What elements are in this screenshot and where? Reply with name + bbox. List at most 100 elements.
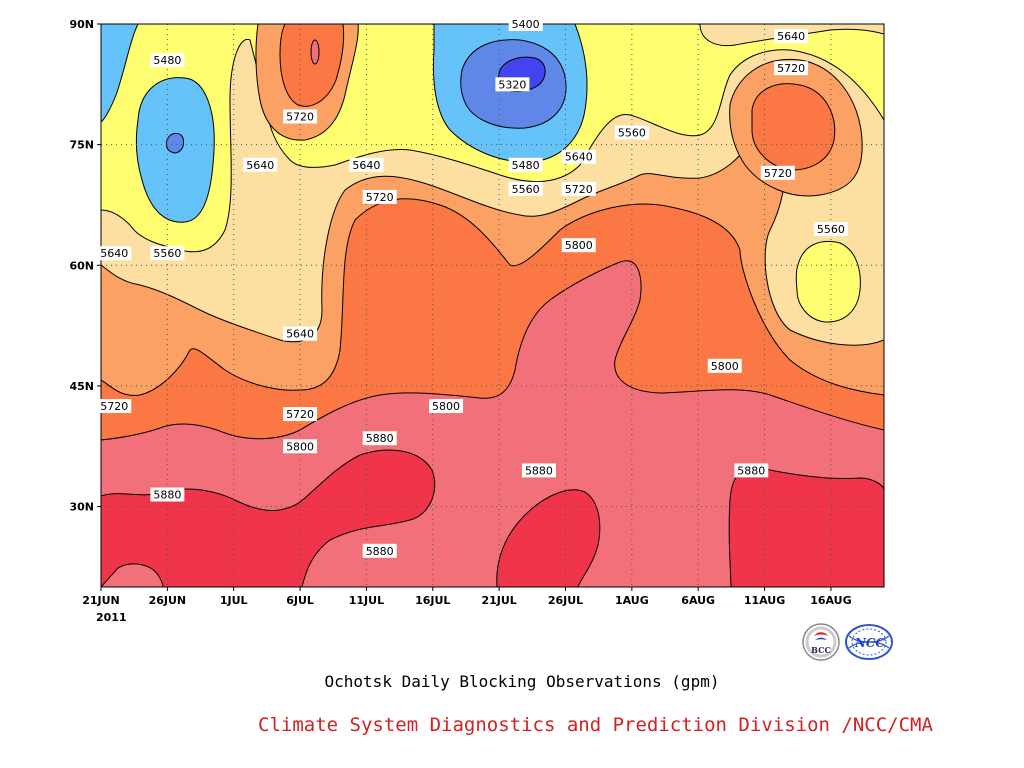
- contour-labels: 5400 5320 5480 5720 5640 5720 5560 5640 5640 5640…: [97, 17, 848, 558]
- x-tick-label: 1AUG: [615, 594, 649, 607]
- band-5480-5560-right: [795, 241, 861, 323]
- svg-text:5720: 5720: [777, 62, 805, 75]
- svg-text:5640: 5640: [777, 30, 805, 43]
- svg-text:5880: 5880: [737, 464, 765, 477]
- svg-text:5720: 5720: [286, 110, 314, 123]
- svg-text:5640: 5640: [565, 151, 593, 164]
- svg-text:5720: 5720: [366, 191, 394, 204]
- ncc-logo: NCC: [844, 622, 894, 662]
- y-tick-label: 90N: [69, 18, 94, 31]
- contour-label: 5720: [283, 109, 318, 124]
- bcc-logo: BCC: [801, 622, 841, 662]
- svg-text:5720: 5720: [100, 400, 128, 413]
- contour-label: 5400: [508, 17, 543, 31]
- svg-text:5560: 5560: [618, 127, 646, 140]
- contour-label: 5640: [349, 157, 384, 172]
- band-5320-5400-low-left: [165, 132, 185, 154]
- contour-label: 5480: [150, 53, 185, 68]
- svg-text:5880: 5880: [366, 545, 394, 558]
- contour-label: 5320: [495, 77, 530, 92]
- svg-text:5560: 5560: [512, 183, 540, 196]
- band-5800-peak: [310, 39, 320, 65]
- x-tick-label: 21JUL: [481, 594, 516, 607]
- y-tick-label: 45N: [69, 380, 94, 393]
- y-tick-label: 60N: [69, 259, 94, 272]
- band-above-5880-center: [496, 489, 601, 587]
- svg-text:5640: 5640: [246, 159, 274, 172]
- contour-label: 5560: [813, 222, 848, 237]
- contour-label: 5800: [707, 358, 742, 373]
- contour-label: 5800: [429, 399, 464, 414]
- x-tick-label: 26JUN: [149, 594, 187, 607]
- plot-frame: [100, 23, 885, 588]
- x-tick-label: 6JUL: [286, 594, 314, 607]
- contour-label: 5800: [561, 238, 596, 253]
- svg-text:5640: 5640: [352, 159, 380, 172]
- grid: [101, 24, 884, 587]
- band-above-5880-east: [728, 467, 884, 587]
- x-year-label: 2011: [96, 611, 127, 624]
- svg-text:5640: 5640: [286, 328, 314, 341]
- contour-label: 5720: [774, 61, 809, 76]
- svg-text:5400: 5400: [512, 18, 540, 31]
- contour-label: 5880: [734, 463, 769, 478]
- contour-label: 5640: [97, 246, 132, 261]
- svg-text:5640: 5640: [100, 247, 128, 260]
- x-tick-label: 11AUG: [744, 594, 785, 607]
- credit-line: Climate System Diagnostics and Predictio…: [258, 714, 933, 736]
- svg-text:5480: 5480: [153, 54, 181, 67]
- y-tick-label: 75N: [69, 139, 94, 152]
- contour-label: 5880: [150, 487, 185, 502]
- contour-label: 5560: [508, 181, 543, 196]
- contour-label: 5720: [760, 165, 795, 180]
- x-tick-label: 16AUG: [810, 594, 851, 607]
- x-tick-label: 21JUN: [82, 594, 120, 607]
- svg-text:5320: 5320: [498, 78, 526, 91]
- contour-chart: 21JUN 26JUN 1JUL 6JUL 11JUL 16JUL 21JUL 26JUL 1A…: [69, 17, 885, 624]
- contour-label: 5640: [561, 149, 596, 164]
- svg-text:5720: 5720: [565, 183, 593, 196]
- svg-text:5800: 5800: [286, 440, 314, 453]
- svg-text:5560: 5560: [153, 247, 181, 260]
- y-axis: 30N 45N 60N 75N 90N: [69, 18, 101, 514]
- svg-text:5720: 5720: [286, 408, 314, 421]
- contour-label: 5800: [283, 439, 318, 454]
- svg-text:5800: 5800: [565, 239, 593, 252]
- svg-text:5480: 5480: [512, 159, 540, 172]
- contour-label: 5880: [362, 431, 397, 446]
- band-5720-5800-upper-center: [279, 24, 345, 107]
- x-tick-label: 16JUL: [415, 594, 450, 607]
- contour-label: 5640: [283, 326, 318, 341]
- contour-label: 5720: [97, 399, 132, 414]
- svg-text:5880: 5880: [366, 432, 394, 445]
- band-5800-5880-inner-west: [101, 563, 164, 587]
- contour-label: 5640: [774, 29, 809, 44]
- contour-label: 5720: [362, 189, 397, 204]
- contour-label: 5720: [283, 407, 318, 422]
- svg-text:NCC: NCC: [854, 636, 886, 650]
- x-tick-label: 11JUL: [349, 594, 384, 607]
- contour-label: 5880: [521, 463, 556, 478]
- svg-text:5560: 5560: [817, 223, 845, 236]
- band-5720-5800-upper-right: [751, 83, 836, 171]
- chart-title: Ochotsk Daily Blocking Observations (gpm…: [324, 672, 720, 691]
- svg-text:5800: 5800: [432, 400, 460, 413]
- y-tick-label: 30N: [69, 501, 94, 514]
- svg-text:5800: 5800: [711, 360, 739, 373]
- x-axis: 21JUN 26JUN 1JUL 6JUL 11JUL 16JUL 21JUL 26JUL 1A…: [82, 587, 852, 607]
- svg-text:5720: 5720: [764, 167, 792, 180]
- contour-label: 5560: [614, 125, 649, 140]
- band-above-5880-west: [101, 449, 436, 587]
- contour-label: 5640: [243, 157, 278, 172]
- contour-label: 5880: [362, 543, 397, 558]
- x-tick-label: 1JUL: [220, 594, 248, 607]
- svg-text:BCC: BCC: [811, 645, 831, 655]
- contour-label: 5560: [150, 246, 185, 261]
- svg-text:5880: 5880: [525, 464, 553, 477]
- contour-label: 5480: [508, 157, 543, 172]
- svg-text:5880: 5880: [153, 489, 181, 502]
- band-5400-5480-west: [101, 24, 139, 123]
- x-tick-label: 6AUG: [681, 594, 715, 607]
- contour-label: 5720: [561, 181, 596, 196]
- x-tick-label: 26JUL: [548, 594, 583, 607]
